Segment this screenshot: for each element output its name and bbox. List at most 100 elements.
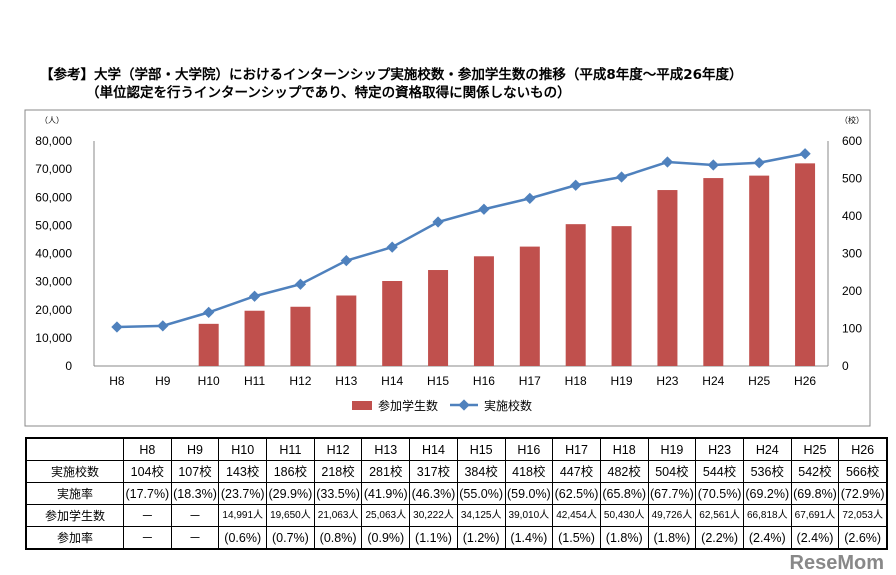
table-cell: H18 bbox=[599, 437, 649, 461]
line-series bbox=[116, 152, 806, 329]
table-cell: 542校 bbox=[790, 460, 840, 483]
table-cell: － bbox=[170, 504, 220, 527]
x-tick-label: H13 bbox=[335, 374, 357, 388]
chart-title: 【参考】大学（学部・大学院）におけるインターンシップ実施校数・参加学生数の推移（… bbox=[40, 66, 743, 102]
table-cell: (0.7%) bbox=[266, 526, 315, 550]
table-cell: (2.4%) bbox=[790, 526, 840, 550]
x-tick-label: H24 bbox=[702, 374, 724, 388]
table-cell: (1.1%) bbox=[409, 526, 458, 550]
table-cell: (59.0%) bbox=[504, 482, 554, 505]
table-cell: (69.8%) bbox=[790, 482, 840, 505]
table-cell: 30,222人 bbox=[409, 504, 458, 527]
table-cell: H14 bbox=[409, 437, 458, 461]
bar-H15 bbox=[428, 270, 449, 366]
point-H23 bbox=[661, 156, 674, 168]
x-tick-label: H19 bbox=[611, 374, 633, 388]
table-cell: 50,430人 bbox=[599, 504, 649, 527]
table-cell: H10 bbox=[218, 437, 268, 461]
table-cell: (46.3%) bbox=[409, 482, 458, 505]
table-cell: (0.6%) bbox=[218, 526, 268, 550]
right-axis-unit: （校） bbox=[840, 115, 864, 125]
table-row: 実施率 (17.7%) (18.3%) (23.7%) (29.9%) (33.5%) (4… bbox=[25, 482, 888, 505]
title-line1: 【参考】大学（学部・大学院）におけるインターンシップ実施校数・参加学生数の推移（… bbox=[40, 67, 743, 83]
table-cell: 34,125人 bbox=[456, 504, 506, 527]
legend-bar-swatch bbox=[352, 401, 372, 410]
bar-H25 bbox=[749, 175, 770, 366]
table-cell: H23 bbox=[695, 437, 744, 461]
table-row: 参加学生数－－ 14,991人 19,650人 21,063人 25,063人 30,22… bbox=[25, 504, 888, 527]
x-tick-label: H11 bbox=[244, 374, 265, 388]
table-cell: 72,053人 bbox=[838, 504, 888, 527]
table-cell: 62,561人 bbox=[695, 504, 744, 527]
data-table: H8 H9 H10 H11 H12 H13 H14 H15 H16 H17 H18 H19 H23 H24… bbox=[25, 437, 888, 550]
point-H11 bbox=[248, 290, 261, 302]
table-cell: － bbox=[123, 504, 172, 527]
table-cell: H11 bbox=[266, 437, 315, 461]
table-cell: 566校 bbox=[838, 460, 888, 483]
table-cell: (33.5%) bbox=[313, 482, 363, 505]
table-cell: (0.9%) bbox=[361, 526, 411, 550]
table-cell: － bbox=[123, 526, 172, 550]
table-cell: (72.9%) bbox=[838, 482, 888, 505]
table-cell: H24 bbox=[742, 437, 792, 461]
table-cell: (18.3%) bbox=[170, 482, 220, 505]
table-cell: － bbox=[170, 526, 220, 550]
x-tick-label: H8 bbox=[109, 374, 125, 388]
table-cell: 384校 bbox=[456, 460, 506, 483]
table-cell: (41.9%) bbox=[361, 482, 411, 505]
table-cell: (55.0%) bbox=[456, 482, 506, 505]
left-tick-label: 60,000 bbox=[35, 190, 72, 204]
table-cell: (29.9%) bbox=[266, 482, 315, 505]
x-tick-label: H15 bbox=[427, 374, 449, 388]
point-H12 bbox=[294, 278, 307, 290]
table-cell: 14,991人 bbox=[218, 504, 268, 527]
table-cell: H15 bbox=[456, 437, 506, 461]
row-label bbox=[25, 437, 124, 461]
table-cell: 25,063人 bbox=[361, 504, 411, 527]
bar-H18 bbox=[565, 224, 586, 366]
right-tick-label: 100 bbox=[842, 322, 862, 336]
table-cell: 39,010人 bbox=[504, 504, 554, 527]
bar-H17 bbox=[519, 246, 540, 366]
right-tick-label: 300 bbox=[842, 247, 862, 261]
table-cell: (17.7%) bbox=[123, 482, 172, 505]
x-tick-label: H26 bbox=[794, 374, 816, 388]
bar-H11 bbox=[244, 310, 265, 366]
table-row: 参加率－－ (0.6%) (0.7%) (0.8%) (0.9%) (1.1%) (1.2%… bbox=[25, 526, 888, 550]
left-tick-label: 20,000 bbox=[35, 303, 72, 317]
row-label: 実施校数 bbox=[25, 460, 124, 483]
legend-line-label: 実施校数 bbox=[484, 398, 532, 413]
table-cell: 218校 bbox=[313, 460, 363, 483]
x-tick-label: H17 bbox=[519, 374, 541, 388]
row-label: 参加率 bbox=[25, 526, 124, 550]
point-H15 bbox=[432, 216, 444, 228]
point-H19 bbox=[615, 171, 628, 183]
table-cell: 447校 bbox=[552, 460, 601, 483]
left-tick-label: 50,000 bbox=[35, 218, 72, 232]
table-cell: (1.8%) bbox=[647, 526, 697, 550]
table-row: 実施校数 104校 107校 143校 186校 218校 281校 317校 384校 418校… bbox=[25, 460, 888, 483]
table-cell: H12 bbox=[313, 437, 363, 461]
x-tick-label: H18 bbox=[565, 374, 587, 388]
point-H25 bbox=[753, 157, 765, 169]
point-H17 bbox=[524, 192, 536, 205]
point-H13 bbox=[340, 254, 352, 267]
right-tick-label: 0 bbox=[842, 359, 849, 373]
table-cell: H8 bbox=[123, 437, 172, 461]
legend-line-marker bbox=[458, 399, 470, 411]
chart-frame bbox=[24, 109, 871, 427]
right-tick-label: 500 bbox=[842, 172, 862, 186]
left-tick-label: 10,000 bbox=[35, 331, 72, 345]
table-cell: 544校 bbox=[695, 460, 744, 483]
table-header-row: H8 H9 H10 H11 H12 H13 H14 H15 H16 H17 H18 H19 H23 H24… bbox=[25, 437, 888, 461]
table-cell: (2.6%) bbox=[838, 526, 888, 550]
chart: 0 10,000 20,000 30,000 40,000 50,000 60,000 70,… bbox=[24, 109, 871, 427]
bar-H12 bbox=[290, 306, 311, 366]
point-H10 bbox=[203, 306, 215, 319]
table-cell: H9 bbox=[170, 437, 220, 461]
table-cell: H26 bbox=[838, 437, 888, 461]
x-tick-label: H10 bbox=[198, 374, 220, 388]
point-H14 bbox=[386, 241, 398, 253]
watermark-logo: ReseMom bbox=[789, 552, 884, 574]
table-cell: H25 bbox=[790, 437, 840, 461]
